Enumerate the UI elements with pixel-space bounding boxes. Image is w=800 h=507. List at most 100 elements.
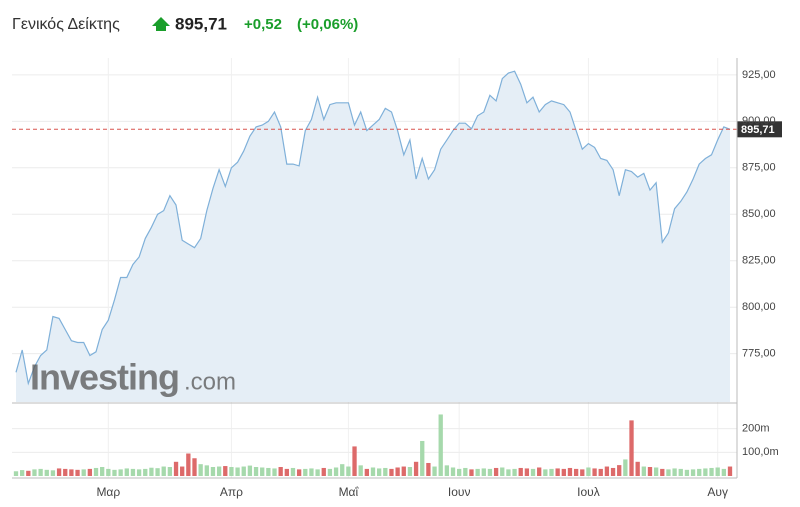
- last-price: 895,71: [175, 14, 227, 33]
- volume-bar: [573, 468, 579, 476]
- volume-bar: [198, 464, 203, 476]
- volume-bar: [284, 468, 289, 476]
- volume-bar: [81, 469, 86, 476]
- volume-bar: [266, 467, 271, 476]
- volume-bar: [481, 468, 486, 476]
- volume-bar: [610, 467, 616, 476]
- volume-bar: [660, 468, 665, 476]
- x-tick-label: Μαρ: [96, 485, 120, 499]
- volume-bar: [149, 467, 154, 476]
- x-tick-label: Μαΐ: [339, 485, 360, 499]
- y-tick-label: 100,0m: [742, 446, 779, 458]
- watermark-domain: .com: [184, 368, 236, 395]
- volume-bar: [543, 469, 548, 476]
- y-tick-label: 800,00: [742, 301, 776, 313]
- volume-bar: [580, 469, 585, 476]
- volume-bar: [524, 468, 530, 476]
- x-tick-label: Αυγ: [707, 485, 728, 499]
- volume-bar: [703, 468, 708, 476]
- volume-bar: [457, 468, 462, 476]
- volume-bar: [709, 467, 714, 476]
- volume-bar: [247, 465, 253, 476]
- volume-bar: [377, 468, 382, 476]
- volume-bar: [407, 467, 413, 476]
- volume-bar: [260, 467, 265, 476]
- volume-bar: [155, 468, 160, 476]
- volume-bar: [389, 468, 394, 476]
- volume-bar: [500, 467, 505, 476]
- watermark: Investing .com: [30, 357, 236, 398]
- volume-bar: [690, 469, 696, 476]
- volume-bar: [75, 469, 80, 476]
- volume-bar: [506, 469, 511, 476]
- volume-bar: [364, 468, 369, 476]
- volume-bar: [340, 464, 345, 476]
- volume-bar: [635, 461, 640, 476]
- last-price-label: 895,71: [741, 124, 775, 136]
- volume-bar: [697, 468, 702, 476]
- volume-bar: [38, 468, 43, 476]
- watermark-brand: Investing: [30, 357, 179, 398]
- change-percent: (+0,06%): [297, 16, 358, 33]
- volume-bar: [537, 467, 542, 476]
- volume-bar: [278, 467, 283, 476]
- volume-bar: [383, 467, 388, 476]
- volume-bar: [303, 468, 308, 476]
- volume-bar: [13, 471, 19, 476]
- volume-bar: [672, 468, 677, 476]
- volume-bar: [438, 414, 443, 476]
- volume-bar: [290, 467, 296, 476]
- last-price-box: [737, 121, 782, 138]
- volume-bar: [401, 466, 406, 476]
- volume-bar: [100, 467, 105, 476]
- volume-bar: [210, 467, 216, 476]
- volume-bar: [346, 466, 351, 476]
- volume-bar: [87, 468, 93, 476]
- volume-bar: [321, 467, 326, 476]
- volume-bar: [63, 468, 68, 476]
- volume-bar: [549, 468, 554, 476]
- volume-bar: [296, 469, 302, 476]
- volume-bar: [647, 467, 653, 476]
- volume-bar: [253, 467, 259, 476]
- volume-bar: [32, 469, 37, 476]
- volume-bar: [641, 466, 646, 476]
- y-tick-label: 825,00: [742, 255, 776, 267]
- volume-bar: [586, 467, 591, 476]
- price-line: [15, 70, 731, 386]
- volume-bar: [426, 462, 431, 476]
- volume-bar: [26, 470, 31, 476]
- volume-bar: [420, 440, 425, 476]
- volume-bar: [475, 468, 480, 476]
- volume-bar: [629, 420, 634, 476]
- volume-bar: [715, 467, 720, 476]
- volume-bar: [93, 467, 99, 476]
- volume-bar: [235, 467, 240, 476]
- volume-bar: [229, 467, 234, 476]
- volume-bar: [518, 467, 523, 476]
- x-tick-label: Ιουλ: [577, 485, 600, 499]
- volume-bar: [512, 468, 517, 476]
- volume-bar: [666, 469, 671, 476]
- volume-bar: [130, 468, 136, 476]
- volume-bar: [487, 468, 493, 476]
- volume-bar: [180, 466, 185, 476]
- volume-bar: [721, 468, 726, 476]
- volume-bar: [106, 468, 111, 476]
- volume-bar: [604, 466, 610, 476]
- volume-bar: [395, 467, 400, 476]
- volume-bar: [617, 465, 622, 476]
- volume-bar: [623, 459, 628, 476]
- volume-bar: [44, 469, 49, 476]
- volume-bar: [432, 466, 437, 476]
- volume-bar: [50, 470, 56, 476]
- volume-bar: [192, 458, 197, 476]
- volume-bar: [469, 469, 474, 476]
- volume-bar: [333, 467, 339, 476]
- plot: [13, 70, 733, 476]
- volume-bar: [592, 468, 597, 476]
- volume-bar: [241, 466, 246, 476]
- volume-bar: [56, 468, 62, 476]
- volume-bar: [118, 469, 123, 476]
